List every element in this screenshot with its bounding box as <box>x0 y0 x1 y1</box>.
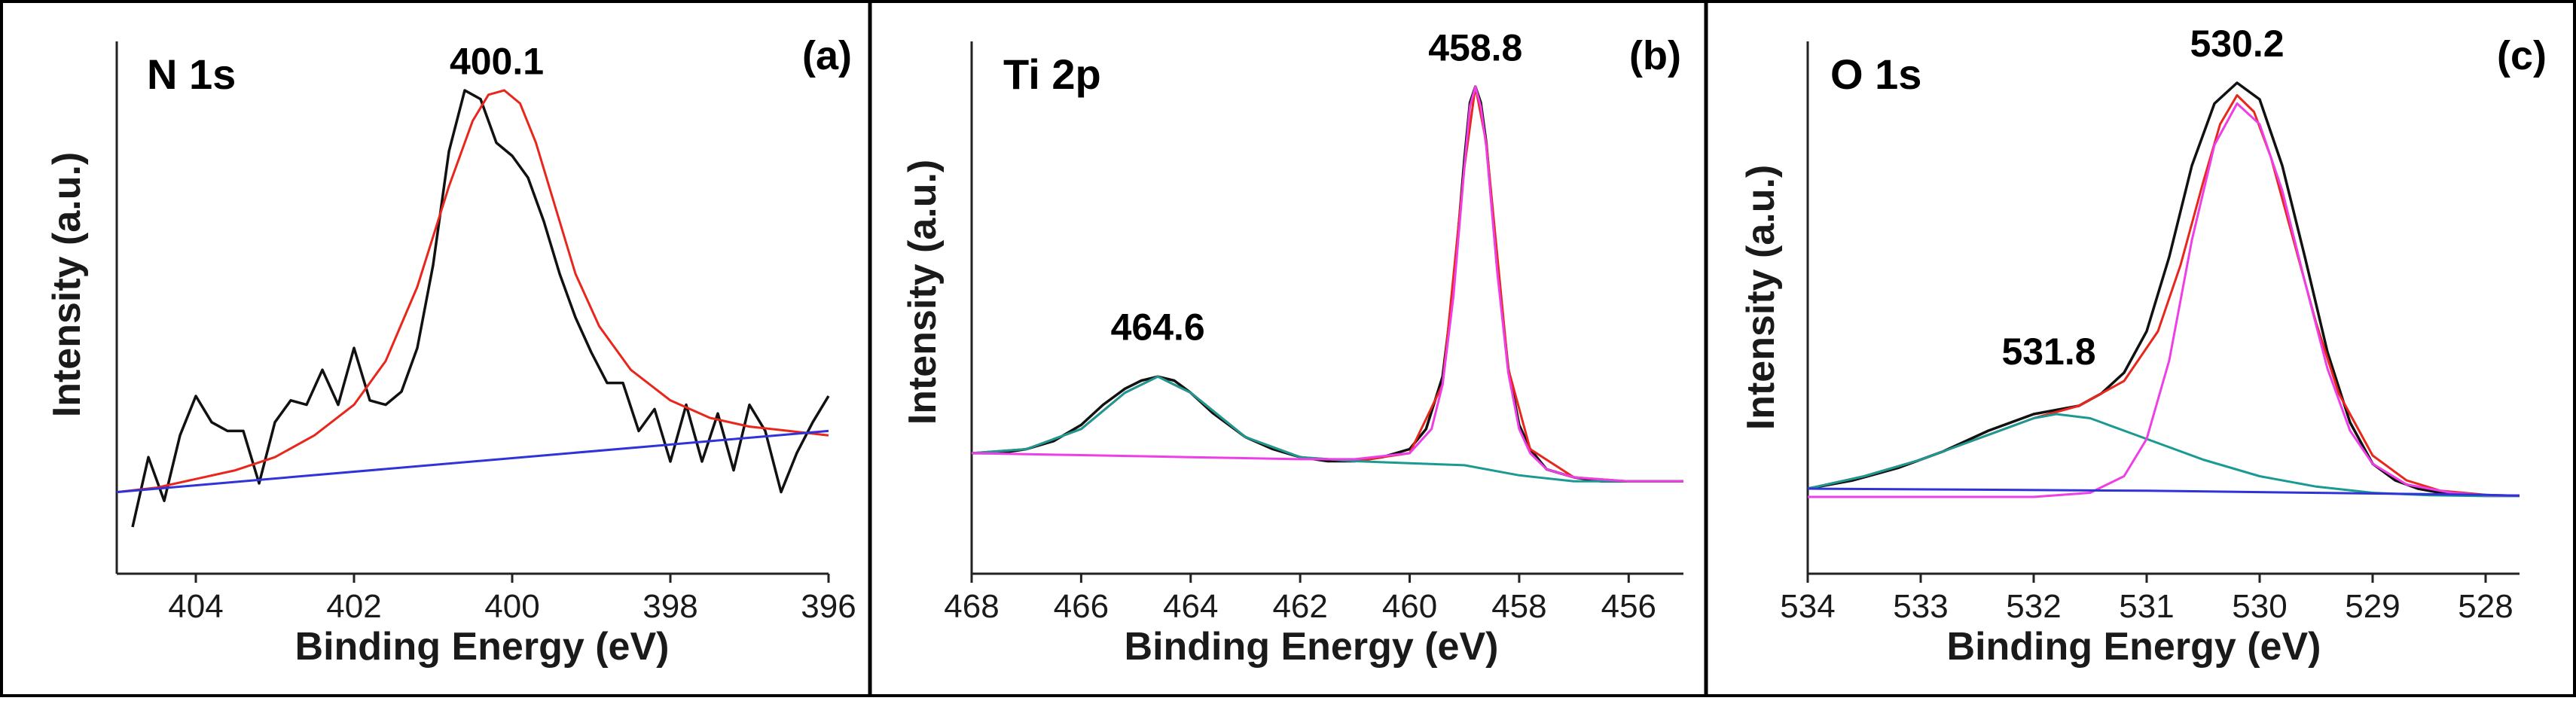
panel-ti2p: Ti 2p (b) Intensity (a.u.) Binding Energ… <box>901 26 1683 669</box>
y-axis-title: Intensity (a.u.) <box>901 160 945 425</box>
x-tick-label: 396 <box>801 588 856 625</box>
x-tick-label: 460 <box>1382 588 1437 625</box>
peak-label: 530.2 <box>2190 23 2284 65</box>
panel-o1s: O 1s (c) Intensity (a.u.) Binding Energy… <box>1739 23 2547 669</box>
x-tick-label: 468 <box>944 588 999 625</box>
x-axis-title: Binding Energy (eV) <box>1947 625 2321 669</box>
x-tick-label: 398 <box>642 588 697 625</box>
x-tick-label: 466 <box>1054 588 1109 625</box>
series-component_2-line <box>971 85 1683 483</box>
peak-label: 464.6 <box>1111 306 1205 348</box>
series-background-line <box>1807 487 2520 497</box>
x-tick-label: 458 <box>1491 588 1546 625</box>
x-axis-title: Binding Energy (eV) <box>295 625 670 669</box>
x-tick-label: 528 <box>2458 588 2513 625</box>
peak-label: 531.8 <box>2001 331 2095 373</box>
panel-title: O 1s <box>1830 50 1921 98</box>
series-component_2-line <box>1808 102 2520 498</box>
x-tick-label: 456 <box>1601 588 1656 625</box>
figure-frame <box>0 0 2576 697</box>
series-fit-line <box>971 85 1683 483</box>
x-tick-label: 534 <box>1780 588 1835 625</box>
x-tick-label: 464 <box>1163 588 1218 625</box>
x-tick-label: 533 <box>1893 588 1948 625</box>
panel-n1s: N 1s (a) Intensity (a.u.) Binding Energy… <box>45 33 856 669</box>
x-tick-label: 529 <box>2345 588 2400 625</box>
panel-tag: (c) <box>2497 33 2547 78</box>
series-component_1-line <box>971 375 1683 483</box>
x-tick-label: 400 <box>484 588 539 625</box>
series-experimental-line <box>131 89 830 528</box>
series-fit-line <box>1807 94 2520 497</box>
x-tick-label: 530 <box>2232 588 2287 625</box>
x-tick-label: 402 <box>326 588 381 625</box>
x-tick-label: 462 <box>1272 588 1327 625</box>
panel-title: N 1s <box>147 50 236 98</box>
y-axis-title: Intensity (a.u.) <box>1739 165 1783 430</box>
x-tick-label: 532 <box>2006 588 2061 625</box>
peak-label: 400.1 <box>450 40 544 82</box>
x-axis-title: Binding Energy (eV) <box>1125 625 1499 669</box>
panel-tag: (b) <box>1629 33 1681 78</box>
x-tick-label: 404 <box>168 588 223 625</box>
y-axis-title: Intensity (a.u.) <box>45 152 89 417</box>
series-experimental-line <box>972 85 1683 483</box>
series-experimental-line <box>1807 81 2520 498</box>
series-background-line <box>116 429 829 494</box>
panel-title: Ti 2p <box>1003 50 1101 98</box>
x-tick-label: 531 <box>2119 588 2174 625</box>
series-component_1-line <box>1807 413 2520 498</box>
peak-label: 458.8 <box>1428 26 1522 69</box>
panel-tag: (a) <box>802 33 852 78</box>
series-fit-line <box>116 89 829 494</box>
